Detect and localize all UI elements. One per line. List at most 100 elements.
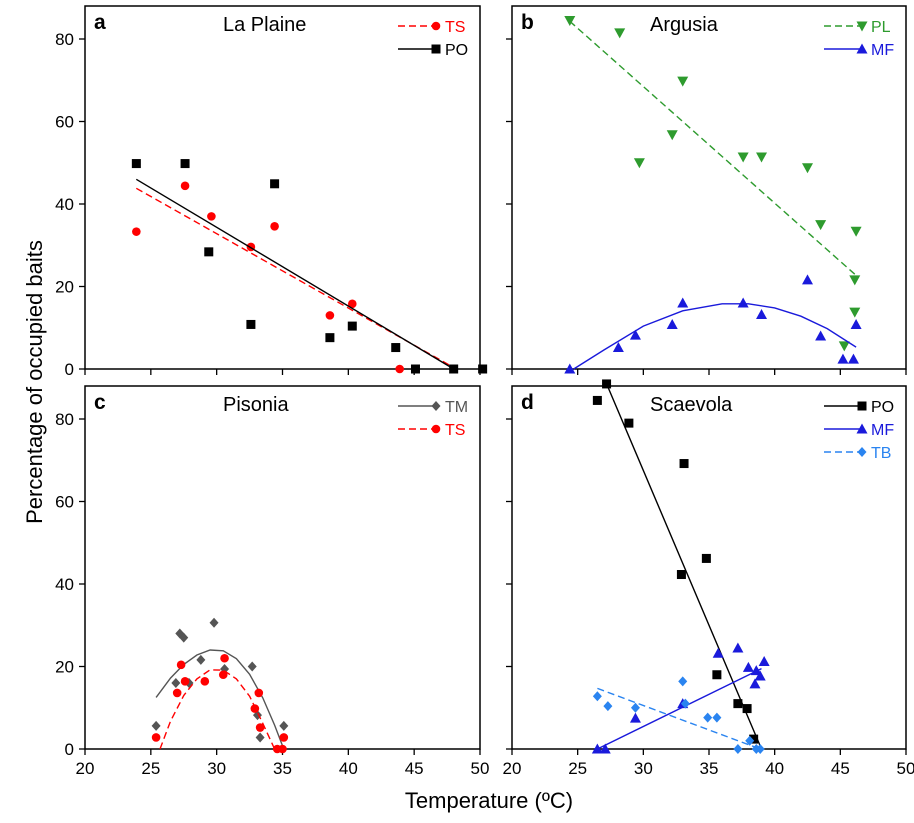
data-point bbox=[849, 307, 861, 318]
data-point bbox=[278, 744, 287, 754]
series-mf bbox=[591, 642, 770, 754]
data-point bbox=[614, 28, 626, 39]
data-point bbox=[815, 330, 827, 341]
x-tick-label: 30 bbox=[207, 759, 226, 778]
data-point bbox=[802, 163, 813, 174]
data-point bbox=[732, 642, 744, 653]
data-point bbox=[270, 221, 279, 231]
series-mf bbox=[564, 274, 862, 374]
fit-line bbox=[135, 178, 455, 370]
y-axis-label: Percentage of occupied baits bbox=[22, 240, 47, 524]
data-point bbox=[712, 670, 722, 680]
y-tick-label: 40 bbox=[55, 195, 74, 214]
data-point bbox=[410, 364, 420, 374]
data-point bbox=[754, 670, 766, 681]
legend-marker bbox=[857, 401, 867, 411]
data-point bbox=[449, 364, 459, 374]
panel-letter: d bbox=[521, 391, 534, 414]
data-point bbox=[676, 570, 686, 580]
data-point bbox=[603, 701, 613, 712]
data-point bbox=[395, 364, 404, 374]
panel-a: 0 20 40 60 80 a La Plaine TS PO bbox=[55, 5, 488, 379]
data-point bbox=[247, 661, 257, 672]
data-point bbox=[677, 297, 689, 308]
panel-frame bbox=[84, 5, 481, 370]
panel-d: 20 25 30 35 40 45 50 d Scaevola PO MF TB bbox=[503, 379, 914, 778]
data-point bbox=[680, 698, 690, 709]
legend-label: TS bbox=[445, 422, 465, 439]
x-tick-label: 50 bbox=[471, 759, 490, 778]
data-point bbox=[180, 159, 190, 169]
data-point bbox=[701, 553, 711, 563]
data-point bbox=[737, 297, 749, 308]
legend-label: MF bbox=[871, 422, 894, 439]
data-point bbox=[745, 735, 755, 746]
data-point bbox=[666, 318, 678, 329]
data-point bbox=[737, 152, 749, 163]
legend-label: MF bbox=[871, 42, 894, 59]
data-point bbox=[815, 220, 827, 231]
y-tick-label: 0 bbox=[65, 360, 74, 379]
data-point bbox=[255, 732, 265, 743]
x-tick-label: 40 bbox=[339, 759, 358, 778]
data-point bbox=[612, 342, 624, 353]
panel-b: b Argusia PL MF bbox=[506, 5, 907, 375]
data-point bbox=[564, 15, 576, 26]
series-pl bbox=[564, 15, 862, 352]
data-point bbox=[602, 379, 612, 389]
legend-marker bbox=[431, 21, 441, 31]
panel-title: La Plaine bbox=[223, 14, 306, 36]
data-point bbox=[179, 632, 189, 643]
data-point bbox=[131, 159, 141, 169]
legend-label: TM bbox=[445, 399, 468, 416]
data-point bbox=[279, 720, 289, 731]
data-point bbox=[756, 309, 768, 320]
data-point bbox=[218, 670, 228, 680]
data-point bbox=[250, 704, 260, 713]
x-tick-label: 45 bbox=[831, 759, 850, 778]
data-point bbox=[742, 704, 752, 714]
panel-title: Pisonia bbox=[223, 394, 289, 416]
data-point bbox=[254, 688, 264, 698]
y-tick-label: 80 bbox=[55, 410, 74, 429]
fit-line bbox=[605, 383, 763, 750]
data-point bbox=[204, 247, 214, 257]
y-tick-label: 60 bbox=[55, 493, 74, 512]
data-point bbox=[742, 661, 754, 672]
data-point bbox=[564, 363, 576, 374]
series-tb bbox=[592, 676, 765, 754]
y-tick-label: 20 bbox=[55, 278, 74, 297]
y-tick-label: 40 bbox=[55, 575, 74, 594]
panel-frame bbox=[84, 385, 481, 750]
legend-label: TB bbox=[871, 445, 891, 462]
series-ts bbox=[132, 181, 457, 374]
data-point bbox=[849, 275, 861, 286]
panel-title: Scaevola bbox=[650, 394, 733, 416]
data-point bbox=[255, 723, 265, 732]
data-point bbox=[633, 158, 645, 169]
data-point bbox=[802, 274, 813, 285]
x-tick-label: 20 bbox=[503, 759, 522, 778]
data-point bbox=[325, 311, 335, 320]
data-point bbox=[749, 734, 759, 744]
panel-title: Argusia bbox=[650, 14, 719, 36]
fit-line bbox=[569, 20, 857, 276]
x-tick-label: 35 bbox=[273, 759, 292, 778]
fit-line bbox=[159, 669, 276, 750]
data-point bbox=[712, 647, 724, 658]
data-point bbox=[200, 677, 210, 686]
data-point bbox=[220, 653, 229, 663]
data-point bbox=[347, 321, 357, 331]
data-point bbox=[629, 329, 641, 340]
y-tick-label: 20 bbox=[55, 658, 74, 677]
x-tick-label: 25 bbox=[141, 759, 160, 778]
panel-letter: b bbox=[521, 11, 534, 34]
legend-marker bbox=[431, 44, 441, 54]
data-point bbox=[679, 459, 689, 469]
series-ts bbox=[151, 653, 289, 754]
data-point bbox=[592, 395, 602, 405]
data-point bbox=[171, 678, 181, 688]
data-point bbox=[132, 227, 141, 236]
legend-marker bbox=[856, 423, 868, 434]
data-point bbox=[756, 152, 768, 163]
